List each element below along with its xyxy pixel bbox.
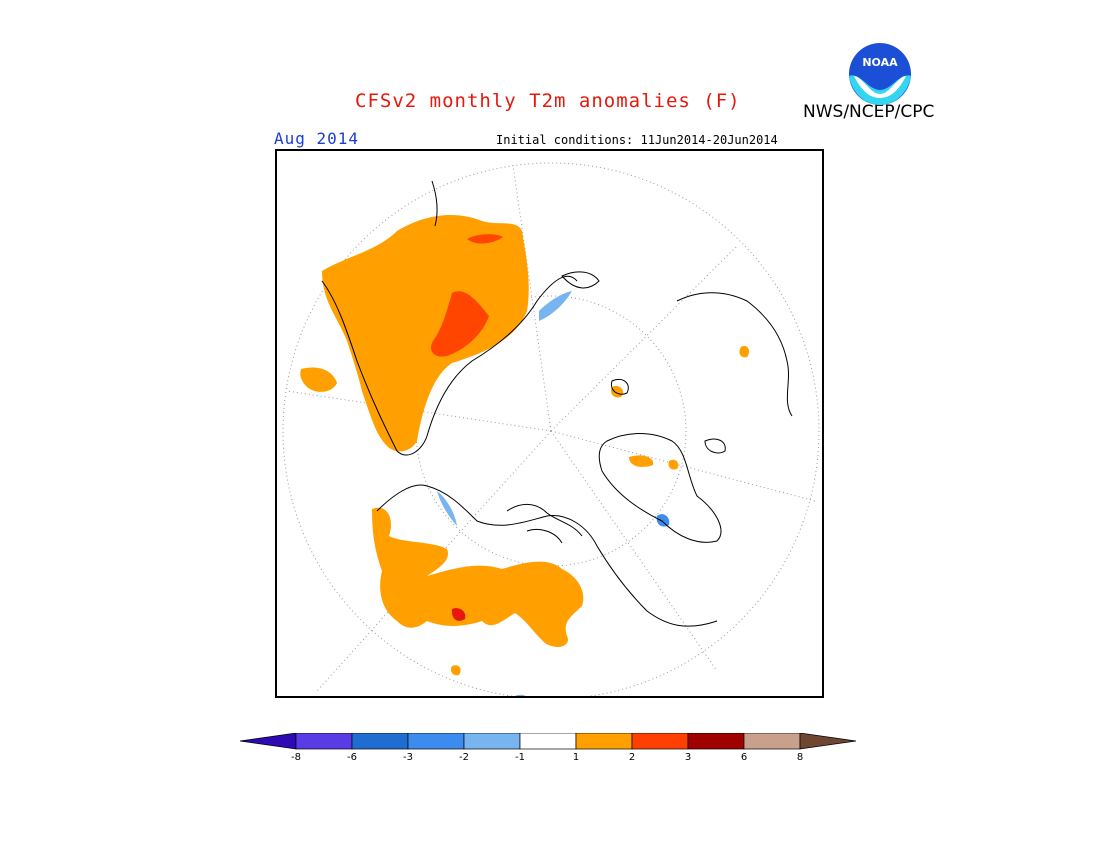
colorbar-tick-label: 6 — [740, 752, 748, 763]
colorbar-box — [463, 733, 521, 750]
colorbar-box — [743, 733, 801, 750]
latitude-circle-inner — [415, 295, 687, 567]
coastline-iceland — [704, 438, 726, 454]
warm-spot-alaska — [450, 665, 461, 676]
cool-strip-beaufort — [437, 491, 457, 526]
colorbar-tick-label: 2 — [628, 752, 636, 763]
colorbar-box — [519, 733, 577, 750]
warm-spot-scandinavia — [739, 345, 750, 358]
meridians — [286, 164, 816, 692]
latitude-circle-outer — [282, 162, 820, 696]
coastline-scandinavia — [676, 292, 793, 417]
coastline-taymyr — [431, 180, 438, 227]
colorbar-triangle-high — [799, 733, 857, 750]
colorbar-tick-label: -8 — [291, 752, 301, 763]
agency-label: NWS/NCEP/CPC — [803, 102, 935, 122]
anomaly-fields — [300, 215, 750, 696]
colorbar-box — [575, 733, 633, 750]
colorbar-triangle-low — [240, 733, 297, 750]
colorbar-tick-label: 8 — [796, 752, 804, 763]
colorbar-box — [407, 733, 465, 750]
coastline-svalbard — [610, 378, 629, 395]
cool-strip-siberian-coast — [539, 291, 572, 321]
colorbar-box — [351, 733, 409, 750]
coastline-greenland — [598, 433, 722, 543]
colorbar-tick-label: 3 — [684, 752, 692, 763]
initial-conditions: Initial conditions: 11Jun2014-20Jun2014 — [496, 133, 778, 147]
colorbar-tick-label: -2 — [459, 752, 469, 763]
coastline-novaya-zemlya — [561, 271, 600, 289]
colorbar — [240, 733, 857, 750]
cool-region-canada — [656, 514, 670, 527]
warm-region-greenland-2 — [668, 459, 679, 470]
warm-region-europe — [300, 367, 337, 392]
coastlines — [321, 180, 793, 627]
warm-spot-arctic — [611, 385, 624, 398]
warm-core-northamerica — [451, 608, 466, 621]
warm-region-northamerica — [372, 507, 584, 647]
warm-region-siberia — [322, 215, 529, 452]
map-canvas — [282, 162, 820, 696]
map-title: CFSv2 monthly T2m anomalies (F) — [355, 90, 741, 112]
coastline-eurasia — [321, 275, 578, 456]
coastline-canadian-archipelago — [506, 504, 583, 544]
warm-core-north — [467, 234, 503, 244]
colorbar-tick-label: 1 — [572, 752, 580, 763]
colorbar-tick-label: -3 — [403, 752, 413, 763]
latitude-circles — [282, 162, 820, 696]
colorbar-tick-label: -1 — [515, 752, 525, 763]
warm-region-greenland-1 — [629, 455, 654, 467]
noaa-logo: NOAA — [849, 43, 911, 105]
noaa-logo-text: NOAA — [862, 56, 898, 69]
colorbar-tick-label: -6 — [347, 752, 357, 763]
warm-core-siberia — [430, 291, 489, 357]
colorbar-box — [687, 733, 745, 750]
polar-map — [275, 149, 824, 698]
forecast-month: Aug 2014 — [274, 129, 360, 148]
colorbar-box — [295, 733, 353, 750]
cool-spot-pacific — [515, 694, 526, 696]
colorbar-box — [631, 733, 689, 750]
